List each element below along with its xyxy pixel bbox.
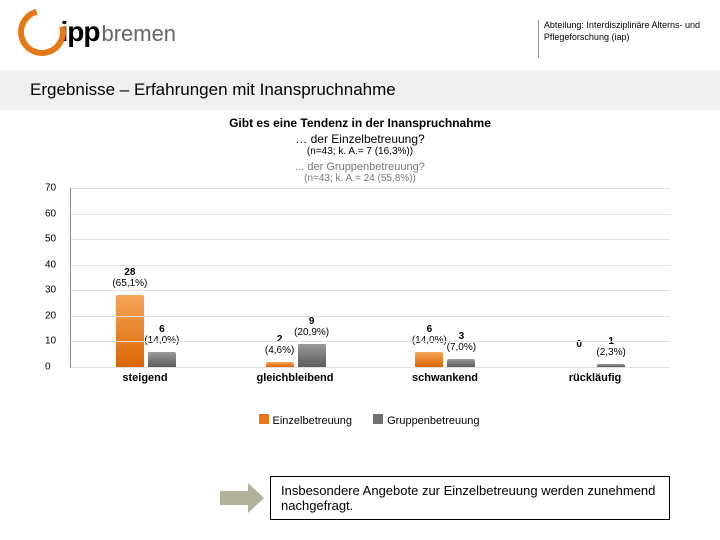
callout: Insbesondere Angebote zur Einzelbetreuun… bbox=[220, 476, 670, 520]
y-tick-label: 40 bbox=[45, 259, 56, 270]
bar-group: 6(14,0%) 3(7,0%) bbox=[385, 188, 505, 367]
bar-label: 2(4,6%) bbox=[265, 334, 294, 356]
callout-text: Insbesondere Angebote zur Einzelbetreuun… bbox=[270, 476, 670, 520]
bar-group: 28(65,1%) 6(14,0%) bbox=[86, 188, 206, 367]
x-tick-label: steigend bbox=[85, 372, 205, 384]
gridline bbox=[71, 290, 670, 291]
gridline bbox=[71, 188, 670, 189]
bar-label: 1(2,3%) bbox=[596, 336, 625, 358]
bar-group: 01(2,3%) bbox=[535, 188, 655, 367]
bar-gruppenbetreuung: 6(14,0%) bbox=[148, 352, 176, 367]
y-tick-label: 70 bbox=[45, 183, 56, 194]
bar-group: 2(4,6%)9(20,9%) bbox=[236, 188, 356, 367]
subtitle-series2: ... der Gruppenbetreuung? bbox=[40, 161, 680, 173]
bar-label: 28(65,1%) bbox=[112, 267, 147, 289]
y-tick-label: 30 bbox=[45, 285, 56, 296]
y-tick-label: 20 bbox=[45, 310, 56, 321]
subtitle-series2-n: (n=43; k. A.= 24 (55,8%)) bbox=[40, 173, 680, 184]
bar-einzelbetreuung: 28(65,1%) bbox=[116, 295, 144, 367]
dept-line1: Abteilung: Interdisziplinäre Alterns- un… bbox=[544, 20, 700, 32]
logo: ippbremen bbox=[18, 8, 176, 56]
bar-einzelbetreuung: 6(14,0%) bbox=[415, 352, 443, 367]
logo-text: ippbremen bbox=[60, 16, 176, 48]
gridline bbox=[71, 316, 670, 317]
x-tick-label: schwankend bbox=[385, 372, 505, 384]
page-title: Ergebnisse – Erfahrungen mit Inanspruchn… bbox=[0, 70, 720, 110]
x-tick-label: rückläufig bbox=[535, 372, 655, 384]
legend: Einzelbetreuung Gruppenbetreuung bbox=[40, 414, 680, 427]
legend-label-2: Gruppenbetreuung bbox=[387, 415, 479, 427]
legend-swatch-2 bbox=[373, 414, 383, 424]
dept-line2: Pflegeforschung (iap) bbox=[544, 32, 700, 44]
legend-swatch-1 bbox=[259, 414, 269, 424]
logo-ring-icon bbox=[9, 0, 75, 65]
bar-gruppenbetreuung: 3(7,0%) bbox=[447, 359, 475, 367]
arrow-icon bbox=[220, 483, 264, 513]
gridline bbox=[71, 265, 670, 266]
bar-label: 9(20,9%) bbox=[294, 316, 329, 338]
legend-label-1: Einzelbetreuung bbox=[273, 415, 353, 427]
gridline bbox=[71, 367, 670, 368]
gridline bbox=[71, 239, 670, 240]
gridline bbox=[71, 214, 670, 215]
bars-container: 28(65,1%)6(14,0%)2(4,6%)9(20,9%)6(14,0%)… bbox=[71, 188, 670, 367]
header: ippbremen Abteilung: Interdisziplinäre A… bbox=[0, 0, 720, 70]
y-tick-label: 10 bbox=[45, 336, 56, 347]
y-tick-label: 0 bbox=[45, 362, 51, 373]
y-tick-label: 50 bbox=[45, 234, 56, 245]
y-tick-label: 60 bbox=[45, 208, 56, 219]
chart-title: Gibt es eine Tendenz in der Inanspruchna… bbox=[40, 116, 680, 130]
chart-region: Gibt es eine Tendenz in der Inanspruchna… bbox=[0, 110, 720, 427]
gridline bbox=[71, 341, 670, 342]
plot-area: 28(65,1%)6(14,0%)2(4,6%)9(20,9%)6(14,0%)… bbox=[70, 188, 670, 368]
bar-gruppenbetreuung: 9(20,9%) bbox=[298, 344, 326, 367]
subtitle-series1-n: (n=43; k. A.= 7 (16,3%)) bbox=[40, 146, 680, 157]
x-axis-labels: steigend gleichbleibend schwankend rückläuf… bbox=[70, 372, 670, 384]
x-tick-label: gleichbleibend bbox=[235, 372, 355, 384]
logo-bremen: bremen bbox=[101, 21, 176, 46]
subtitle-series1: … der Einzelbetreuung? bbox=[40, 132, 680, 146]
department-label: Abteilung: Interdisziplinäre Alterns- un… bbox=[538, 20, 700, 58]
